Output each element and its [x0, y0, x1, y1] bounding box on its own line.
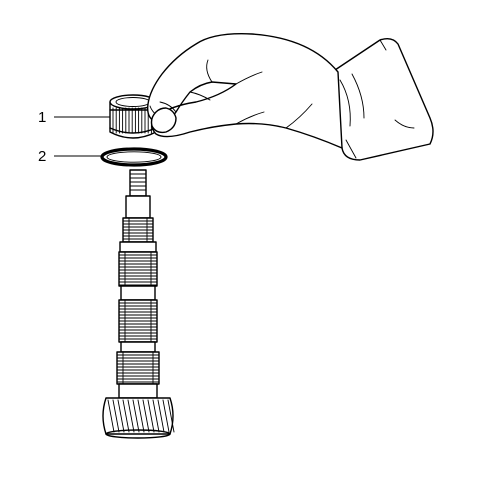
- callout-1-label: 1: [38, 109, 46, 126]
- ring: [100, 147, 168, 167]
- hand: [146, 33, 434, 161]
- shaft-spline-upper: [122, 217, 154, 243]
- shaft-spline-lower: [118, 299, 158, 343]
- shaft-spline-bottom: [116, 351, 160, 385]
- shaft-helical-gear: [102, 397, 175, 439]
- callout-2: 2: [38, 148, 101, 165]
- shaft-threaded-tip: [129, 169, 147, 197]
- callout-1: 1: [38, 109, 110, 126]
- callout-2-label: 2: [38, 148, 46, 165]
- shaft: [102, 169, 175, 439]
- shaft-spline-middle: [118, 251, 158, 287]
